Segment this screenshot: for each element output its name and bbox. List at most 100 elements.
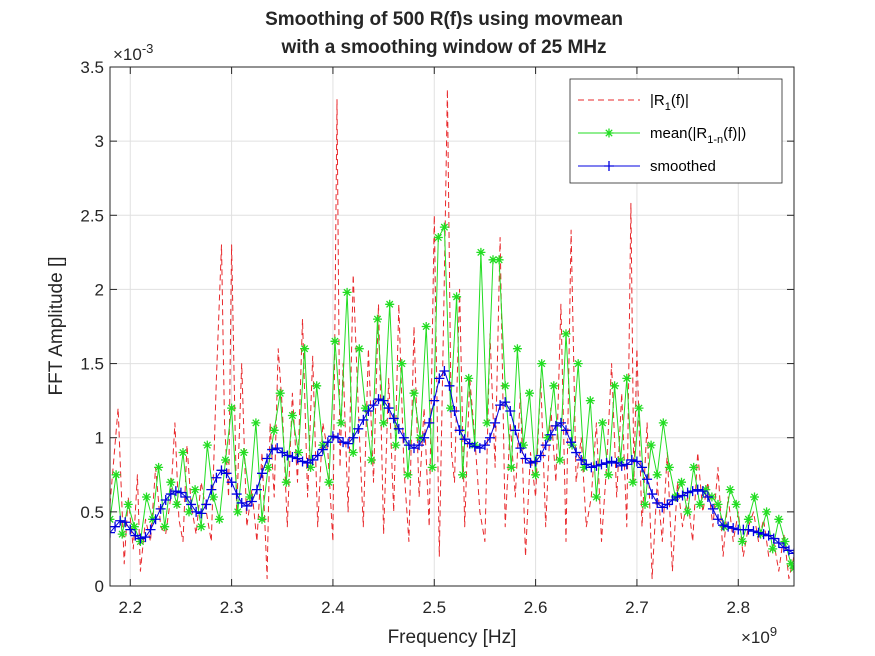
series-mean-point: [214, 514, 224, 524]
series-mean-point: [421, 322, 431, 331]
tick-labels: 2.2 2.3 2.4 2.5 2.6 2.7 2.8 0 0.5 1 1.5 2 2.5 3 3.5: [80, 58, 750, 617]
series-mean-point: [439, 222, 449, 232]
series-mean-point: [713, 499, 723, 509]
series-mean-point: [786, 559, 794, 569]
legend-marker-star: [604, 128, 614, 138]
series-smoothed-point: [140, 532, 151, 543]
series-smoothed-point: [768, 533, 779, 544]
series-mean-point: [598, 418, 607, 428]
series-mean-point: [336, 418, 346, 428]
series-smoothed-point: [307, 454, 318, 465]
series-smoothed-point: [474, 443, 485, 454]
series-mean-point: [160, 522, 170, 532]
series-smoothed-point: [322, 437, 333, 448]
y-tick-label: 0.5: [80, 503, 104, 522]
series-mean-point: [373, 314, 382, 324]
series-mean-point: [604, 470, 614, 480]
legend-label-r1: |R1(f)|: [650, 92, 689, 113]
series-mean-point: [458, 470, 468, 480]
series-smoothed-point: [181, 492, 191, 503]
series-smoothed-point: [221, 468, 232, 479]
series-smoothed-point: [672, 492, 683, 503]
series-mean-point: [610, 381, 620, 391]
series-smoothed-point: [763, 530, 774, 541]
series-smoothed-point: [525, 457, 536, 468]
series-mean-point: [129, 522, 139, 532]
series-mean-point: [549, 381, 559, 391]
series-smoothed-point: [297, 456, 308, 467]
series-r1-line: [110, 88, 794, 580]
series-smoothed-point: [626, 454, 637, 465]
series-mean-point: [117, 529, 127, 539]
series-smoothed-point: [748, 526, 759, 537]
series-mean-point: [737, 537, 747, 546]
series-smoothed-point: [702, 492, 713, 503]
legend-entry-mean: mean(|R1-n(f)|): [578, 125, 746, 146]
series-mean-point: [385, 299, 395, 309]
series-mean-point: [652, 470, 662, 480]
series-mean-point: [366, 455, 376, 465]
series-mean-point: [500, 381, 510, 391]
series-smoothed-point: [606, 456, 617, 467]
series-mean-point: [202, 440, 212, 450]
series-mean-point: [512, 344, 522, 354]
series-smoothed-point: [647, 489, 658, 500]
series-mean-point: [269, 425, 279, 435]
series-smoothed-point: [419, 432, 430, 443]
legend-label-smoothed: smoothed: [650, 158, 716, 175]
series-mean-point: [616, 455, 626, 465]
series-mean-point: [695, 499, 705, 509]
series-mean-point: [750, 492, 759, 502]
series-smoothed-point: [697, 486, 708, 497]
series-smoothed-point: [186, 499, 197, 510]
series-mean-point: [294, 448, 303, 457]
x-exponent-base: ×10: [741, 628, 770, 647]
series-smoothed-point: [409, 443, 419, 454]
series-smoothed-point: [753, 527, 764, 538]
series-smoothed-point: [358, 414, 369, 425]
series-mean-point: [348, 448, 358, 457]
series-smoothed-point: [373, 394, 384, 405]
series-smoothed-point: [135, 533, 146, 544]
series-smoothed-point: [155, 503, 166, 514]
y-axis-label: FFT Amplitude []: [46, 256, 67, 395]
series-mean-point: [312, 381, 322, 391]
series-layer: [110, 88, 794, 580]
series-smoothed-point: [677, 490, 688, 501]
series-smoothed-point: [246, 496, 257, 507]
series-mean-point: [591, 492, 601, 502]
series-mean-point: [281, 477, 291, 487]
x-axis-label: Frequency [Hz]: [388, 627, 517, 648]
chart-title-line2: with a smoothing window of 25 MHz: [280, 37, 606, 58]
series-smoothed-point: [773, 537, 784, 548]
series-smoothed-point: [434, 373, 445, 384]
series-mean-point: [446, 403, 455, 413]
series-mean-point: [287, 411, 297, 420]
series-smoothed-point: [292, 453, 303, 464]
series-mean-point: [233, 507, 243, 517]
series-smoothed: [110, 365, 794, 559]
series-mean-point: [689, 462, 699, 472]
series-mean-point: [646, 440, 656, 450]
series-smoothed-point: [692, 484, 703, 495]
series-smoothed-point: [368, 400, 379, 411]
series-smoothed-point: [383, 403, 394, 414]
series-mean-point: [531, 470, 541, 480]
series-smoothed-point: [464, 438, 475, 449]
series-smoothed-point: [424, 417, 435, 428]
series-smoothed-point: [601, 457, 612, 468]
series-mean-point: [251, 418, 261, 428]
series-smoothed-point: [682, 487, 693, 498]
series-mean-point: [658, 418, 668, 428]
series-smoothed-point: [206, 484, 217, 495]
series-smoothed-point: [251, 484, 262, 495]
series-smoothed-point: [110, 521, 121, 532]
series-mean-point: [166, 477, 176, 487]
series-smoothed-point: [277, 447, 288, 458]
series-mean-point: [142, 492, 151, 502]
series-mean-point: [543, 433, 553, 443]
series-mean-point: [622, 373, 632, 383]
svg-text:×10-3: ×10-3: [113, 41, 153, 64]
series-smoothed-point: [403, 440, 414, 451]
